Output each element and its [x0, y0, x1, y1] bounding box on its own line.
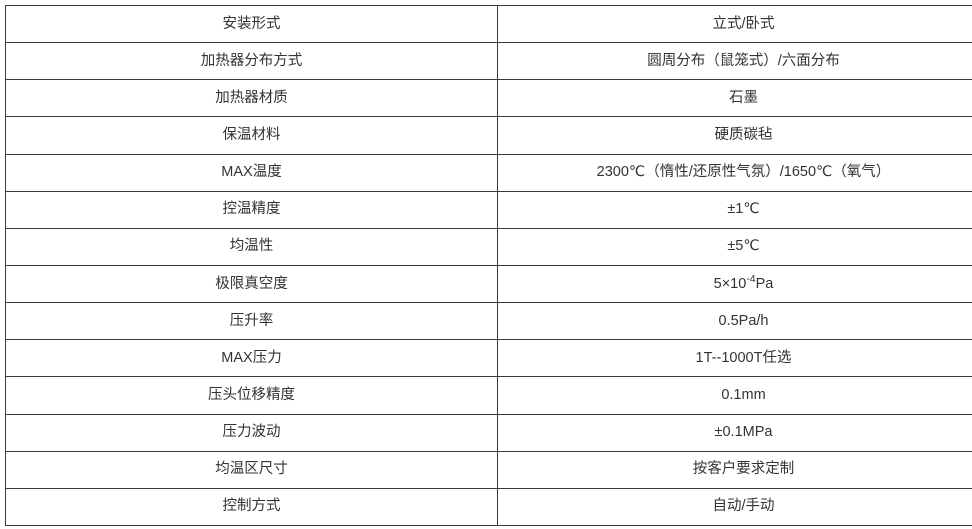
spec-value: 按客户要求定制 [497, 450, 972, 489]
table-row: 保温材料 硬质碳毡 [5, 116, 972, 155]
table-row: 极限真空度 5×10-4Pa [5, 264, 972, 304]
spec-label: 控制方式 [5, 487, 498, 527]
spec-value: 1T--1000T任选 [497, 339, 972, 378]
spec-label: 保温材料 [5, 116, 498, 155]
spec-label: 安装形式 [5, 4, 498, 44]
spec-value: ±0.1MPa [497, 413, 972, 452]
table-row: 压力波动 ±0.1MPa [5, 413, 972, 452]
table-row: 控制方式 自动/手动 [5, 487, 972, 527]
specification-table-container: 安装形式 立式/卧式 加热器分布方式 圆周分布（鼠笼式）/六面分布 加热器材质 … [5, 4, 972, 527]
spec-value: 石墨 [497, 79, 972, 118]
spec-label: 控温精度 [5, 190, 498, 229]
spec-label: 压头位移精度 [5, 376, 498, 415]
table-row: 加热器分布方式 圆周分布（鼠笼式）/六面分布 [5, 42, 972, 81]
spec-value: 2300℃（惰性/还原性气氛）/1650℃（氧气） [497, 153, 972, 192]
table-row: MAX压力 1T--1000T任选 [5, 339, 972, 378]
spec-label: 压力波动 [5, 413, 498, 452]
table-row: 压升率 0.5Pa/h [5, 302, 972, 341]
table-row: 均温性 ±5℃ [5, 227, 972, 266]
spec-value: 立式/卧式 [497, 4, 972, 44]
spec-label: MAX温度 [5, 153, 498, 192]
spec-label: 均温性 [5, 227, 498, 266]
table-row: 安装形式 立式/卧式 [5, 4, 972, 44]
table-row: MAX温度 2300℃（惰性/还原性气氛）/1650℃（氧气） [5, 153, 972, 192]
spec-value: ±1℃ [497, 190, 972, 229]
spec-value: 0.5Pa/h [497, 302, 972, 341]
spec-label: 加热器材质 [5, 79, 498, 118]
spec-label: 加热器分布方式 [5, 42, 498, 81]
table-row: 加热器材质 石墨 [5, 79, 972, 118]
specification-table-body: 安装形式 立式/卧式 加热器分布方式 圆周分布（鼠笼式）/六面分布 加热器材质 … [5, 4, 972, 527]
spec-value: 硬质碳毡 [497, 116, 972, 155]
spec-label: MAX压力 [5, 339, 498, 378]
spec-label: 均温区尺寸 [5, 450, 498, 489]
spec-value: 自动/手动 [497, 487, 972, 527]
vacuum-suffix: Pa [755, 275, 774, 292]
spec-value: 0.1mm [497, 376, 972, 415]
vacuum-base: 5×10 [713, 275, 747, 292]
table-row: 控温精度 ±1℃ [5, 190, 972, 229]
specification-table: 安装形式 立式/卧式 加热器分布方式 圆周分布（鼠笼式）/六面分布 加热器材质 … [5, 4, 972, 527]
table-row: 均温区尺寸 按客户要求定制 [5, 450, 972, 489]
table-row: 压头位移精度 0.1mm [5, 376, 972, 415]
spec-label: 压升率 [5, 302, 498, 341]
vacuum-exponent: -4 [746, 273, 756, 285]
spec-label: 极限真空度 [5, 264, 498, 304]
spec-value-vacuum: 5×10-4Pa [497, 264, 972, 304]
spec-value: 圆周分布（鼠笼式）/六面分布 [497, 42, 972, 81]
spec-value: ±5℃ [497, 227, 972, 266]
